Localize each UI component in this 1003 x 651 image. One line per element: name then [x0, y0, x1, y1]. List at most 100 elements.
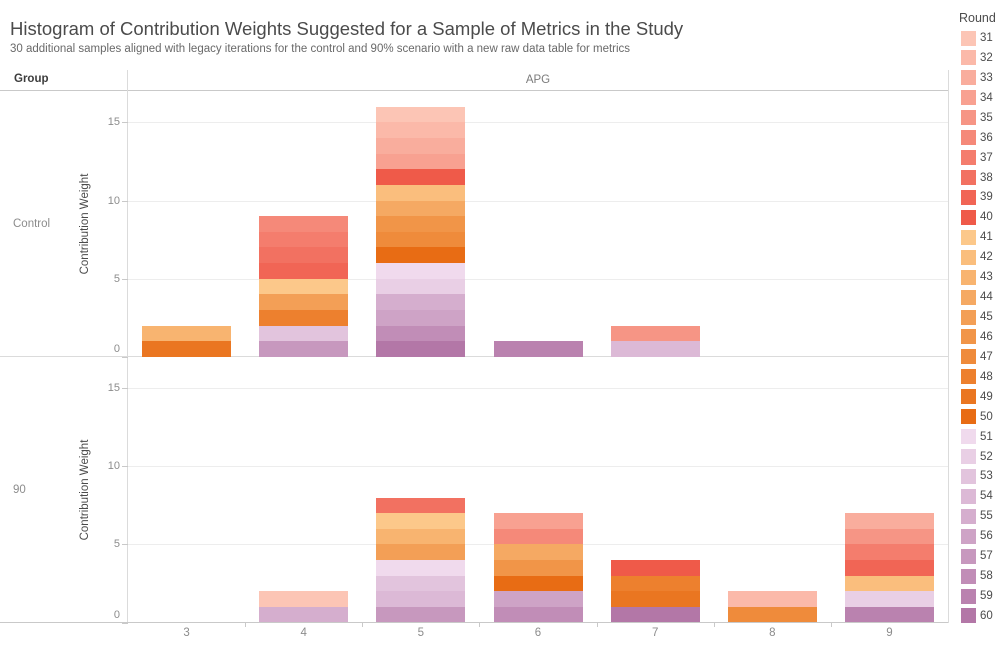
- bar-segment[interactable]: [844, 560, 934, 576]
- bar-segment[interactable]: [259, 606, 349, 623]
- bar-segment[interactable]: [142, 341, 232, 357]
- legend-swatch[interactable]: [961, 70, 976, 86]
- y-tick-label: 15: [107, 116, 120, 129]
- legend-swatch[interactable]: [961, 409, 976, 425]
- bar-segment[interactable]: [610, 606, 700, 623]
- bar-segment[interactable]: [844, 575, 934, 592]
- bar-segment[interactable]: [376, 591, 466, 607]
- bar-segment[interactable]: [376, 497, 466, 514]
- bar-segment[interactable]: [376, 528, 466, 545]
- legend-swatch[interactable]: [961, 130, 976, 146]
- legend-label: 36: [980, 131, 993, 144]
- legend-swatch[interactable]: [961, 50, 976, 66]
- legend-swatch[interactable]: [961, 528, 976, 544]
- bar-segment[interactable]: [376, 106, 466, 123]
- legend-swatch[interactable]: [961, 150, 976, 166]
- x-tick-mark: [245, 622, 247, 627]
- bar-segment[interactable]: [259, 325, 349, 342]
- legend-swatch[interactable]: [961, 588, 976, 604]
- bar-segment[interactable]: [259, 341, 349, 357]
- bar-segment[interactable]: [493, 560, 583, 576]
- legend-swatch[interactable]: [961, 269, 976, 285]
- bar-segment[interactable]: [259, 231, 349, 248]
- bar-segment[interactable]: [376, 216, 466, 232]
- bar-segment[interactable]: [610, 325, 700, 342]
- bar-segment[interactable]: [259, 294, 349, 311]
- bar-segment[interactable]: [493, 528, 583, 545]
- bar-segment[interactable]: [493, 606, 583, 623]
- bar-segment[interactable]: [376, 310, 466, 326]
- y-tick-mark: [122, 200, 128, 202]
- bar-segment[interactable]: [376, 122, 466, 138]
- bar-segment[interactable]: [493, 591, 583, 607]
- bar-segment[interactable]: [493, 575, 583, 592]
- bar-segment[interactable]: [844, 591, 934, 607]
- bar-segment[interactable]: [844, 606, 934, 623]
- bar-segment[interactable]: [610, 575, 700, 592]
- bar-segment[interactable]: [259, 278, 349, 295]
- bar-segment[interactable]: [376, 606, 466, 623]
- bar-segment[interactable]: [844, 528, 934, 545]
- bar-segment[interactable]: [610, 591, 700, 607]
- bar-segment[interactable]: [727, 606, 817, 623]
- bar-segment[interactable]: [376, 513, 466, 529]
- legend-swatch[interactable]: [961, 289, 976, 305]
- legend-swatch[interactable]: [961, 488, 976, 504]
- bar-segment[interactable]: [259, 263, 349, 279]
- legend-swatch[interactable]: [961, 90, 976, 106]
- bar-segment[interactable]: [610, 341, 700, 357]
- legend-swatch[interactable]: [961, 608, 976, 624]
- bar-segment[interactable]: [376, 560, 466, 576]
- legend-swatch[interactable]: [961, 508, 976, 524]
- legend-swatch[interactable]: [961, 170, 976, 185]
- bar-segment[interactable]: [376, 294, 466, 311]
- legend-swatch[interactable]: [961, 568, 976, 584]
- legend-swatch[interactable]: [961, 229, 976, 245]
- bar-segment[interactable]: [727, 591, 817, 607]
- bar-segment[interactable]: [493, 544, 583, 561]
- legend-swatch[interactable]: [961, 30, 976, 46]
- legend-swatch[interactable]: [961, 449, 976, 465]
- bar-segment[interactable]: [493, 513, 583, 529]
- legend-swatch[interactable]: [961, 369, 976, 385]
- legend-swatch[interactable]: [961, 349, 976, 365]
- bar-segment[interactable]: [844, 544, 934, 561]
- bar-segment[interactable]: [376, 153, 466, 170]
- x-tick-label: 6: [534, 627, 542, 639]
- bar-segment[interactable]: [376, 263, 466, 279]
- bar-segment[interactable]: [376, 200, 466, 217]
- apg-column-header: APG: [525, 74, 551, 86]
- bar-segment[interactable]: [259, 216, 349, 232]
- bar-segment[interactable]: [610, 560, 700, 576]
- bar-segment[interactable]: [142, 325, 232, 342]
- legend-swatch[interactable]: [961, 468, 976, 484]
- bar-segment[interactable]: [376, 278, 466, 295]
- bar-segment[interactable]: [376, 247, 466, 264]
- legend-swatch[interactable]: [961, 249, 976, 265]
- legend-swatch[interactable]: [961, 429, 976, 445]
- legend-swatch[interactable]: [961, 110, 976, 126]
- bar-segment[interactable]: [376, 575, 466, 592]
- legend-label: 43: [980, 271, 993, 284]
- bar-segment[interactable]: [376, 231, 466, 248]
- bar-segment[interactable]: [376, 544, 466, 561]
- bar-segment[interactable]: [376, 184, 466, 201]
- bar-segment[interactable]: [844, 513, 934, 529]
- bar-segment[interactable]: [493, 341, 583, 357]
- legend-swatch[interactable]: [961, 389, 976, 405]
- legend-swatch[interactable]: [961, 209, 976, 225]
- bar-segment[interactable]: [376, 341, 466, 357]
- bar-segment[interactable]: [259, 310, 349, 326]
- legend-swatch[interactable]: [961, 548, 976, 564]
- legend-swatch[interactable]: [961, 309, 976, 325]
- bar-segment[interactable]: [376, 325, 466, 342]
- x-tick-mark: [362, 622, 364, 627]
- legend-swatch[interactable]: [961, 189, 976, 205]
- bar-segment[interactable]: [376, 169, 466, 185]
- legend-swatch[interactable]: [961, 329, 976, 345]
- bar-segment[interactable]: [376, 137, 466, 154]
- legend-label: 51: [980, 430, 993, 443]
- bar-segment[interactable]: [259, 591, 349, 607]
- right-border: [948, 70, 949, 623]
- bar-segment[interactable]: [259, 247, 349, 264]
